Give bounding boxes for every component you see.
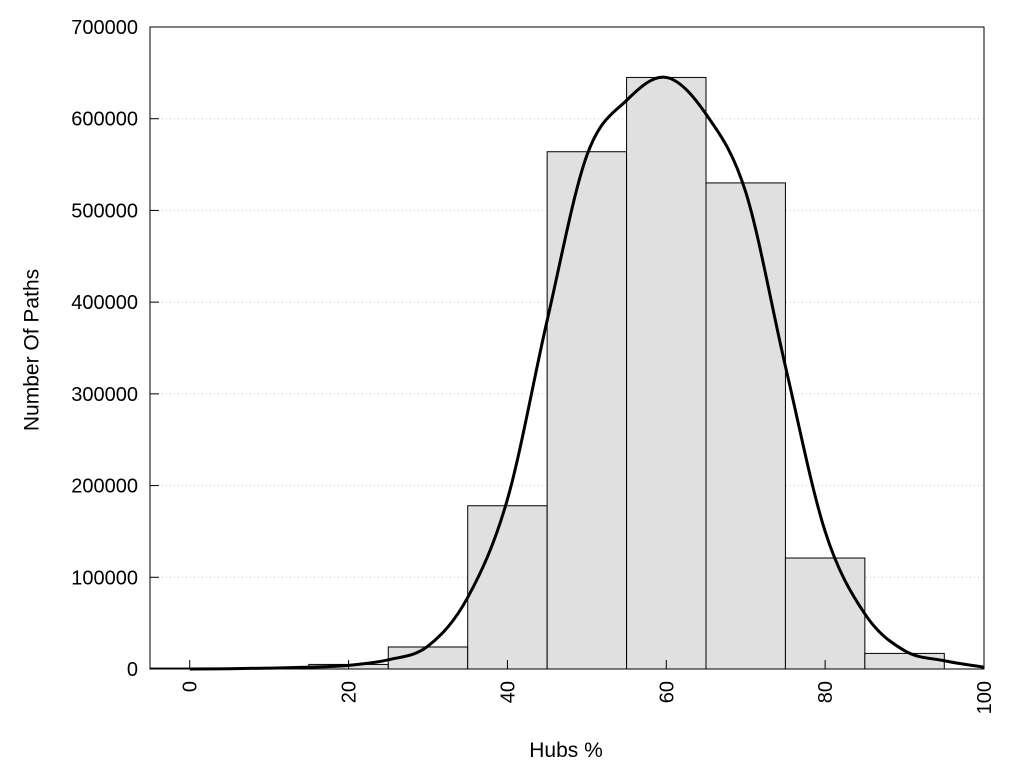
density-curve: [189, 75, 985, 671]
y-tick-label: 100000: [71, 567, 138, 589]
histogram-bar: [864, 652, 945, 670]
y-tick-label: 0: [127, 659, 138, 681]
y-tick-label: 300000: [71, 384, 138, 406]
density-curve-layer: [189, 75, 985, 671]
axis-ticks: [150, 26, 985, 670]
y-tick-label: 700000: [71, 17, 138, 39]
histogram-bar: [705, 182, 786, 670]
x-axis-title: Hubs %: [529, 739, 603, 762]
plot-frame: [149, 26, 985, 670]
histogram-bar: [467, 505, 548, 670]
y-tick-label: 400000: [71, 292, 138, 314]
x-tick-label: 100: [974, 681, 996, 714]
y-axis-title: Number Of Paths: [20, 269, 43, 431]
y-tick-label: 200000: [71, 476, 138, 498]
y-tick-label: 600000: [71, 109, 138, 131]
x-tick-labels: 0 20 40 60 80 100: [180, 681, 996, 714]
histogram-bar: [546, 151, 628, 670]
x-tick-label: 0: [180, 681, 202, 692]
x-tick-label: 20: [339, 681, 361, 703]
x-tick-label: 60: [656, 681, 678, 703]
histogram-bars: [149, 76, 945, 670]
y-tick-labels: 0 100000 200000 300000 400000 500000 600000 700…: [71, 17, 138, 681]
y-tick-label: 500000: [71, 200, 138, 222]
x-tick-label: 80: [815, 681, 837, 703]
histogram-bar: [626, 76, 707, 670]
x-tick-label: 40: [497, 681, 519, 703]
histogram-bar: [784, 557, 866, 670]
